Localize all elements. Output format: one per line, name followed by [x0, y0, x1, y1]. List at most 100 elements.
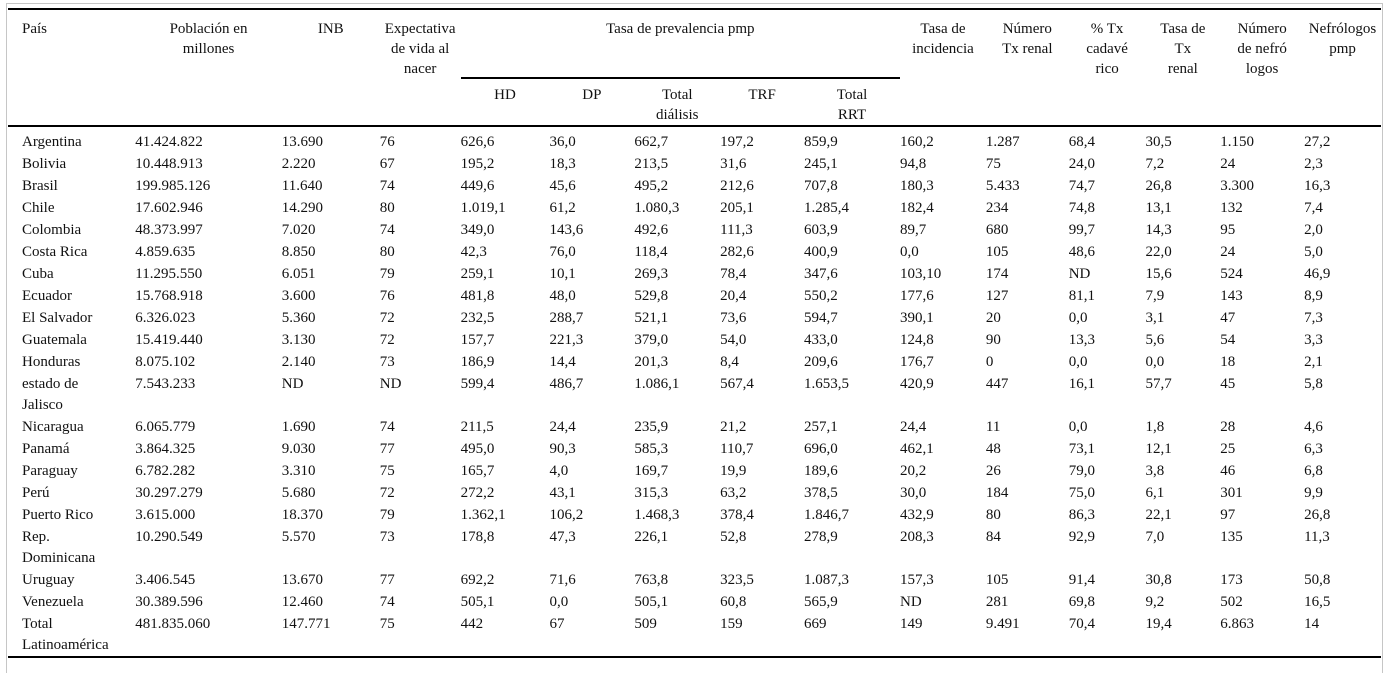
- column-header-inb: INB: [281, 9, 380, 127]
- country-cell: Venezuela: [22, 594, 84, 610]
- value-cell: 48,0: [549, 288, 576, 304]
- value-cell: 46,9: [1304, 266, 1331, 282]
- value-cell: 486,7: [549, 376, 584, 392]
- value-cell: 26,8: [1145, 178, 1172, 194]
- value-cell: 208,3: [900, 529, 934, 545]
- value-cell: 378,4: [720, 507, 754, 523]
- country-cell: Puerto Rico: [22, 507, 94, 523]
- value-cell: 43,1: [549, 485, 576, 501]
- value-cell: 73,6: [720, 310, 747, 326]
- value-cell: 80: [379, 200, 395, 216]
- value-cell: 696,0: [804, 441, 838, 457]
- value-cell: 186,9: [460, 354, 495, 370]
- value-cell: 67: [379, 156, 395, 172]
- table-row: Puerto Rico 3.615.000 18.370 79 1.362,1 106,…: [8, 504, 1381, 526]
- value-cell: 235,9: [634, 419, 669, 435]
- value-cell: 1.690: [281, 419, 316, 435]
- value-cell: 15.419.440: [135, 332, 203, 348]
- value-cell: 492,6: [634, 222, 669, 238]
- value-cell: 209,6: [804, 354, 838, 370]
- value-cell: 585,3: [634, 441, 669, 457]
- value-cell: 6.863: [1220, 616, 1254, 632]
- country-cell: Honduras: [22, 354, 81, 370]
- subcolumn-header-trf: TRF: [720, 78, 805, 127]
- value-cell: 301: [1220, 485, 1243, 501]
- value-cell: 524: [1220, 266, 1243, 282]
- value-cell: 400,9: [804, 244, 838, 260]
- value-cell: 99,7: [1068, 222, 1095, 238]
- value-cell: 212,6: [720, 178, 754, 194]
- value-cell: 21,2: [720, 419, 747, 435]
- value-cell: 90: [985, 332, 1001, 348]
- value-cell: 13,3: [1068, 332, 1095, 348]
- table-row: Argentina 41.424.822 13.690 76 626,6 36,0 662…: [8, 126, 1381, 153]
- value-cell: 19,4: [1145, 616, 1172, 632]
- value-cell: 90,3: [549, 441, 576, 457]
- value-cell: 31,6: [720, 156, 747, 172]
- value-cell: 17.602.946: [135, 200, 203, 216]
- value-cell: 201,3: [634, 354, 669, 370]
- value-cell: 76: [379, 134, 395, 150]
- value-cell: 105: [985, 244, 1009, 260]
- country-cell: Colombia: [22, 222, 82, 238]
- table-row: Costa Rica 4.859.635 8.850 80 42,3 76,0 118,4…: [8, 241, 1381, 263]
- value-cell: 63,2: [720, 485, 747, 501]
- value-cell: 505,1: [460, 594, 495, 610]
- value-cell: 692,2: [460, 572, 495, 588]
- value-cell: 10,1: [549, 266, 576, 282]
- value-cell: 173: [1220, 572, 1243, 588]
- value-cell: 599,4: [460, 376, 495, 392]
- value-cell: 45: [1220, 376, 1236, 392]
- value-cell: 30,8: [1145, 572, 1172, 588]
- value-cell: 70,4: [1068, 616, 1095, 632]
- value-cell: 174: [985, 266, 1009, 282]
- value-cell: 26: [985, 463, 1001, 479]
- value-cell: 48,6: [1068, 244, 1095, 260]
- value-cell: 143: [1220, 288, 1243, 304]
- value-cell: 11.640: [281, 178, 323, 194]
- value-cell: 502: [1220, 594, 1243, 610]
- value-cell: 143,6: [549, 222, 584, 238]
- country-cell: Cuba: [22, 266, 54, 282]
- value-cell: 626,6: [460, 134, 495, 150]
- value-cell: 10.290.549: [135, 529, 203, 545]
- value-cell: 0,0: [1068, 419, 1088, 435]
- value-cell: 6,8: [1304, 463, 1323, 479]
- country-cell: Chile: [22, 200, 55, 216]
- value-cell: 45,6: [549, 178, 576, 194]
- table-row: Chile 17.602.946 14.290 80 1.019,1 61,2 1.080…: [8, 197, 1381, 219]
- value-cell: 0: [985, 354, 994, 370]
- value-cell: 103,10: [900, 266, 942, 282]
- subcolumn-header-total-dialisis: Total diálisis: [634, 78, 721, 127]
- value-cell: 11,3: [1304, 529, 1330, 545]
- value-cell: 1.150: [1220, 134, 1254, 150]
- value-cell: 16,3: [1304, 178, 1331, 194]
- value-cell: 97: [1220, 507, 1236, 523]
- value-cell: 0,0: [549, 594, 569, 610]
- value-cell: 24: [1220, 244, 1236, 260]
- value-cell: 1.468,3: [634, 507, 680, 523]
- value-cell: 5.680: [281, 485, 316, 501]
- subcolumn-header-hd: HD: [460, 78, 550, 127]
- table-row: Perú 30.297.279 5.680 72 272,2 43,1 315,3 63,2…: [8, 482, 1381, 504]
- value-cell: 9,9: [1304, 485, 1323, 501]
- value-cell: 4,6: [1304, 419, 1323, 435]
- value-cell: 77: [379, 441, 395, 457]
- value-cell: 603,9: [804, 222, 838, 238]
- value-cell: 763,8: [634, 572, 669, 588]
- value-cell: 15.768.918: [135, 288, 203, 304]
- value-cell: ND: [281, 376, 304, 392]
- value-cell: 73: [379, 529, 395, 545]
- country-cell: Perú: [22, 485, 50, 501]
- value-cell: 315,3: [634, 485, 669, 501]
- value-cell: 69,8: [1068, 594, 1095, 610]
- value-cell: 180,3: [900, 178, 934, 194]
- value-cell: 6.051: [281, 266, 316, 282]
- value-cell: 447: [985, 376, 1009, 392]
- value-cell: 14.290: [281, 200, 324, 216]
- value-cell: 92,9: [1068, 529, 1095, 545]
- table-row: Uruguay 3.406.545 13.670 77 692,2 71,6 763,8 3…: [8, 569, 1381, 591]
- value-cell: 18.370: [281, 507, 324, 523]
- value-cell: 75: [985, 156, 1001, 172]
- value-cell: 30,0: [900, 485, 927, 501]
